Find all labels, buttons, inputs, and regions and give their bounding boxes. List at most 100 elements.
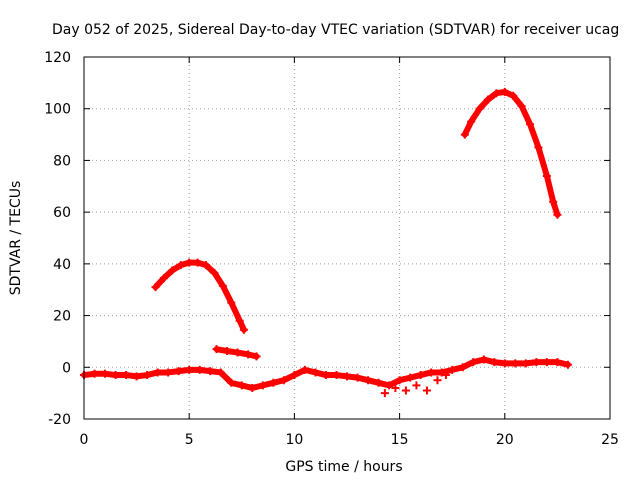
data-point (469, 358, 478, 367)
series-arc-2 (212, 345, 261, 361)
data-point (244, 350, 253, 359)
data-point (218, 281, 227, 290)
data-point (343, 372, 351, 381)
x-tick-label: 25 (601, 432, 619, 448)
data-point (185, 258, 194, 267)
data-point (258, 381, 267, 390)
data-point (300, 365, 309, 374)
y-tick-label: 0 (62, 360, 71, 376)
data-point (448, 365, 457, 374)
data-point (290, 371, 299, 380)
series-layer (80, 87, 572, 398)
data-point (227, 378, 236, 387)
series-baseline (80, 355, 572, 392)
data-point (458, 363, 467, 372)
data-point (406, 373, 415, 382)
grid-layer (84, 57, 610, 419)
data-point (364, 376, 373, 385)
plot-frame (83, 56, 611, 420)
data-point (391, 383, 400, 392)
series-scatter-points (380, 371, 450, 398)
data-point (553, 358, 562, 367)
data-point (193, 258, 202, 267)
data-point (433, 376, 442, 385)
data-point (174, 367, 183, 376)
data-point (549, 197, 558, 206)
data-point (248, 383, 257, 392)
data-point (210, 268, 219, 277)
data-point (101, 369, 110, 378)
data-point (492, 89, 501, 98)
data-point (374, 378, 383, 387)
y-tick-label: 40 (53, 257, 71, 273)
data-point (195, 365, 204, 374)
y-tick-label: 60 (53, 205, 71, 221)
data-point (517, 102, 526, 111)
y-tick-label: 20 (53, 309, 71, 325)
data-point (237, 381, 246, 390)
data-point (227, 298, 236, 307)
data-point (526, 120, 535, 129)
series-arc-1 (151, 258, 248, 334)
data-point (479, 355, 488, 364)
tick-layer: 0 5 10 15 20 25 -20 0 20 40 60 80 100 120 (44, 50, 619, 448)
data-point (422, 386, 431, 395)
data-point (427, 368, 436, 377)
data-point (380, 389, 389, 398)
data-point (206, 367, 215, 376)
data-point (490, 358, 499, 367)
data-point (467, 117, 476, 126)
y-axis-label: SDTVAR / TECUs (8, 181, 24, 296)
x-tick-label: 5 (185, 432, 194, 448)
data-point (385, 381, 394, 390)
x-tick-label: 15 (391, 432, 409, 448)
series-line (152, 259, 247, 333)
x-tick-label: 10 (285, 432, 303, 448)
data-point (168, 266, 177, 275)
x-tick-label: 20 (496, 432, 514, 448)
data-point (532, 358, 541, 367)
data-point (437, 368, 446, 377)
data-point (563, 360, 572, 369)
data-point (176, 261, 185, 270)
data-point (311, 368, 320, 377)
data-point (511, 359, 520, 368)
data-point (153, 368, 162, 377)
data-point (269, 378, 278, 387)
data-point (212, 345, 221, 354)
data-point (401, 386, 410, 395)
y-tick-label: -20 (48, 412, 71, 428)
data-point (500, 359, 509, 368)
data-point (416, 371, 425, 380)
data-point (553, 210, 562, 219)
data-point (233, 348, 242, 357)
y-tick-label: 80 (53, 153, 71, 169)
data-point (111, 371, 120, 380)
y-tick-label: 100 (44, 102, 71, 118)
data-point (353, 373, 362, 382)
series-arc-3 (460, 87, 562, 219)
data-point (395, 376, 404, 385)
data-point (483, 95, 492, 104)
data-point (542, 358, 551, 367)
data-point (185, 365, 194, 374)
data-point (239, 325, 248, 334)
data-point (202, 261, 211, 270)
data-point (500, 87, 509, 96)
data-point (521, 359, 530, 368)
data-point (252, 352, 261, 361)
data-point (332, 371, 341, 380)
data-point (132, 372, 141, 381)
data-point (542, 171, 551, 180)
data-point (159, 274, 168, 283)
data-point (235, 316, 244, 325)
data-point (90, 369, 99, 378)
data-point (151, 283, 160, 292)
data-point (509, 91, 518, 100)
data-point (412, 381, 421, 390)
data-point (534, 143, 543, 152)
data-point (122, 371, 131, 380)
chart-title: Day 052 of 2025, Sidereal Day-to-day VTE… (52, 22, 619, 38)
data-point (279, 376, 288, 385)
data-point (475, 104, 484, 113)
